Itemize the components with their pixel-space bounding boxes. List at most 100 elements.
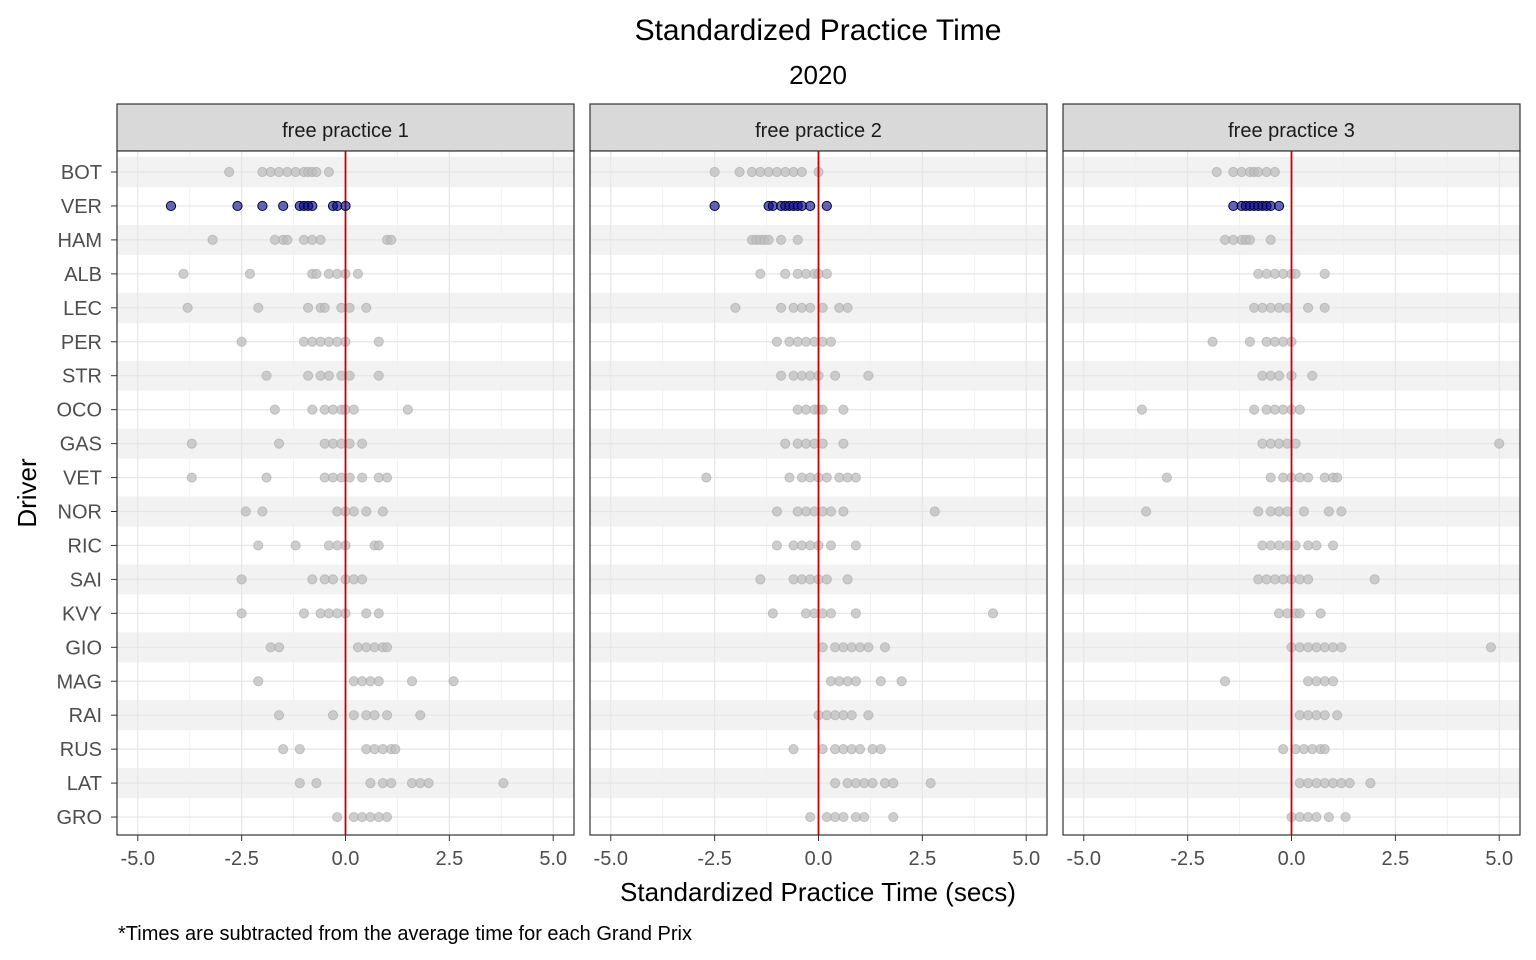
point-lec (842, 302, 853, 313)
point-bot (311, 166, 322, 178)
point-ver-highlight (307, 200, 318, 212)
point-rai (348, 710, 359, 721)
point-lec (253, 302, 264, 313)
point-lec (303, 302, 314, 313)
point-alb (1319, 268, 1330, 279)
point-nor (1298, 506, 1310, 517)
point-oco (838, 404, 849, 415)
point-nor (1253, 506, 1264, 517)
point-ric (290, 540, 301, 551)
point-rai (327, 710, 339, 721)
point-rus (1319, 744, 1330, 755)
point-mag (448, 676, 459, 687)
point-per (1207, 336, 1218, 347)
point-alb (352, 268, 364, 279)
point-alb (178, 268, 189, 279)
point-bot (1211, 166, 1222, 178)
facet-strip (116, 103, 575, 152)
point-str (344, 370, 355, 381)
point-lat (1344, 778, 1355, 789)
point-lat (386, 778, 397, 789)
y-tick-label-gro: GRO (56, 807, 102, 829)
facet-panel-2: free practice 2 -5.0 -2.5 0.0 2.5 5.0 (589, 103, 1048, 870)
point-gio (817, 642, 828, 653)
point-alb (1290, 268, 1301, 279)
point-bot (709, 166, 720, 178)
y-tick-label-gio: GIO (65, 637, 102, 659)
point-mag (253, 676, 264, 687)
point-gas (817, 438, 828, 449)
point-bot (796, 166, 807, 178)
point-ver-highlight (821, 200, 832, 212)
point-vet (1161, 472, 1172, 483)
x-tick-label: -5.0 (1067, 848, 1101, 870)
point-rai (1319, 710, 1330, 721)
chart-subtitle: 2020 (789, 60, 847, 90)
point-ric (1327, 540, 1339, 551)
point-ric (850, 540, 861, 551)
point-vet (381, 472, 393, 483)
point-rai (273, 710, 285, 721)
point-lec (817, 302, 828, 313)
y-tick-label-kvy: KVY (62, 603, 102, 625)
point-rus (788, 744, 799, 755)
point-kvy (373, 608, 384, 619)
point-rus (1278, 744, 1289, 755)
point-kvy (298, 608, 310, 619)
point-nor (825, 506, 837, 517)
y-tick-label-str: STR (62, 366, 102, 388)
point-gro (1323, 811, 1334, 823)
point-lat (925, 778, 936, 789)
point-str (776, 370, 787, 381)
point-per (825, 336, 837, 347)
facet-strip-label: free practice 2 (755, 120, 882, 142)
point-rai (846, 710, 857, 721)
point-bot (224, 166, 235, 178)
point-vet (1303, 472, 1314, 483)
point-alb (821, 268, 832, 279)
point-gro (805, 811, 816, 823)
point-gro (332, 811, 343, 823)
point-kvy (987, 608, 999, 619)
point-sai (1369, 574, 1380, 585)
x-tick-label: -2.5 (1170, 848, 1204, 870)
point-per (236, 336, 247, 347)
point-vet (701, 472, 712, 483)
y-tick-label-sai: SAI (70, 569, 102, 591)
point-mag (875, 676, 886, 687)
point-lat (830, 778, 841, 789)
y-tick-label-lat: LAT (67, 773, 102, 795)
point-rus (294, 744, 305, 755)
point-per (771, 336, 783, 347)
point-bot (734, 166, 745, 178)
point-lec (1303, 302, 1314, 313)
point-vet (1332, 472, 1343, 483)
x-tick-label: 0.0 (805, 848, 833, 870)
x-tick-label: -2.5 (224, 848, 258, 870)
point-oco (348, 404, 359, 415)
x-tick-label: 2.5 (908, 848, 936, 870)
facet-strip-label: free practice 1 (282, 120, 409, 142)
point-sai (755, 574, 766, 585)
point-gro (859, 811, 870, 823)
point-nor (257, 506, 268, 517)
point-alb (244, 268, 256, 279)
point-ver-highlight (805, 200, 816, 212)
point-mag (406, 676, 418, 687)
point-sai (307, 574, 318, 585)
point-kvy (1315, 608, 1326, 619)
point-lat (294, 778, 305, 789)
point-gio (879, 642, 891, 653)
point-gro (838, 811, 849, 823)
point-ric (253, 540, 264, 551)
point-gio (1336, 642, 1347, 653)
point-ver-highlight (1273, 200, 1285, 212)
point-lec (730, 302, 741, 313)
point-rus (278, 744, 289, 755)
point-str (830, 370, 841, 381)
point-str (261, 370, 272, 381)
point-vet (784, 472, 795, 483)
x-tick-label: 0.0 (332, 848, 360, 870)
